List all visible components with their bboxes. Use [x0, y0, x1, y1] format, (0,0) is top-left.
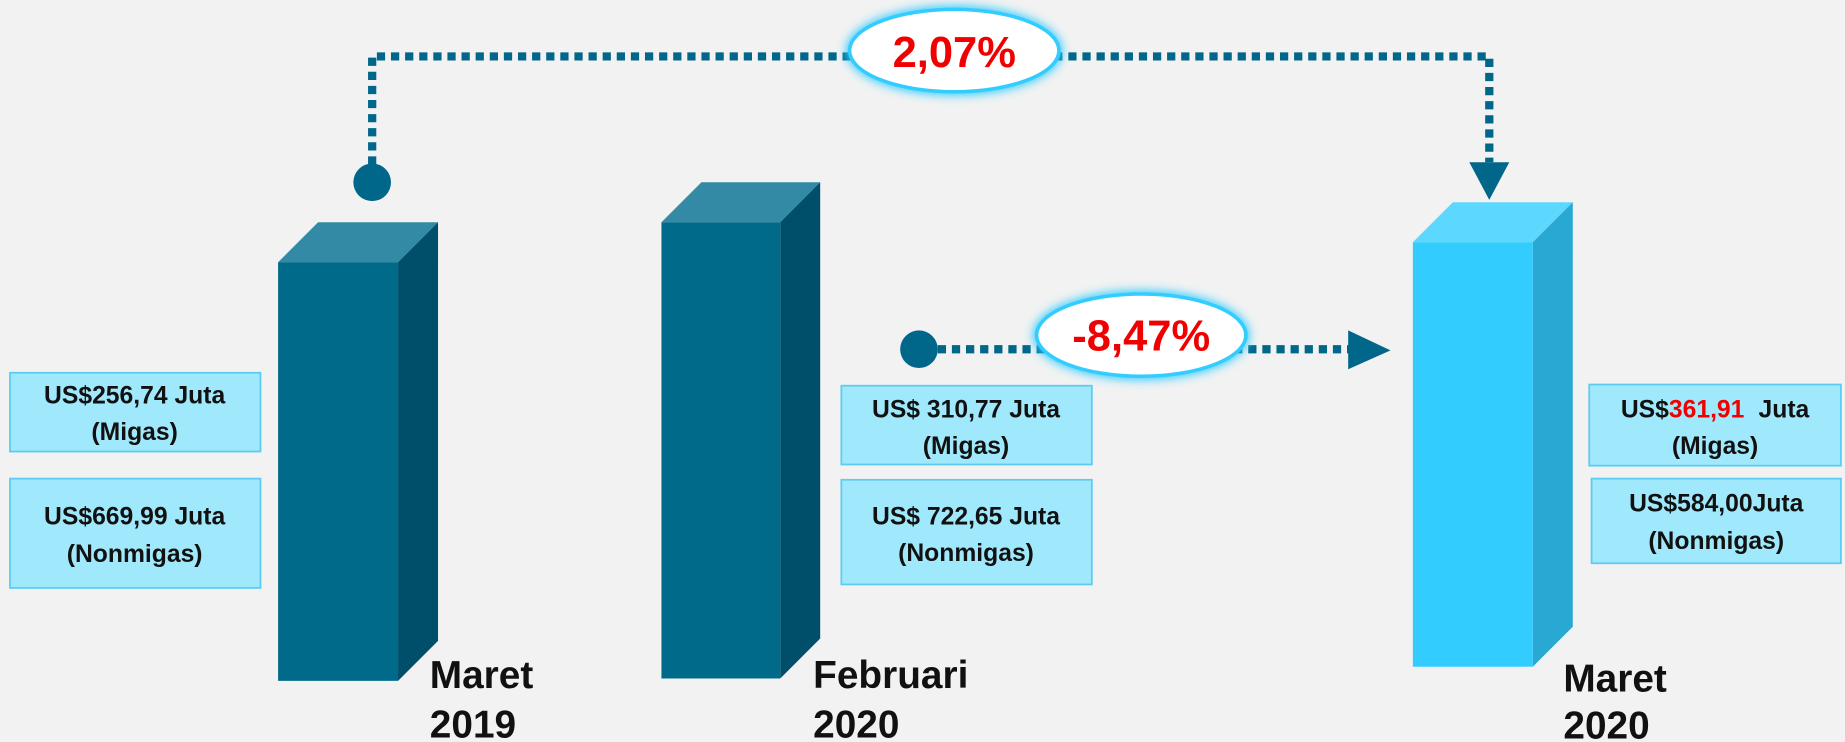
nonmigas-value: US$669,99 Juta [44, 503, 225, 530]
bar-maret-2019 [278, 222, 439, 681]
nonmigas-box [1590, 477, 1842, 565]
migas-suffix: Juta [1759, 396, 1810, 423]
nonmigas-note: (Nonmigas) [67, 541, 203, 568]
nonmigas-value: US$584,00Juta [1629, 491, 1804, 518]
bar-maret-2020 [1412, 202, 1573, 667]
nonmigas-note: (Nonmigas) [1648, 528, 1784, 555]
period-name: Maret [430, 654, 534, 697]
nonmigas-box [9, 477, 262, 589]
migas-note: (Migas) [1672, 433, 1758, 460]
change-label: 2,07% [893, 29, 1016, 77]
migas-value: US$361,91 Juta [1621, 396, 1810, 423]
nonmigas-note: (Nonmigas) [898, 540, 1034, 567]
migas-box [9, 371, 262, 453]
migas-note: (Migas) [91, 419, 177, 446]
change-label: -8,47% [1072, 312, 1210, 360]
period-name: Maret [1563, 657, 1667, 700]
migas-box [840, 384, 1093, 466]
migas-note: (Migas) [923, 433, 1009, 460]
period-year: 2019 [430, 703, 516, 742]
migas-value: US$256,74 Juta [44, 382, 225, 409]
migas-value: US$ 310,77 Juta [872, 396, 1060, 423]
period-year: 2020 [813, 703, 899, 742]
period-name: Februari [813, 654, 968, 697]
period-year: 2020 [1563, 704, 1649, 742]
bar-februari-2020 [661, 182, 821, 679]
migas-prefix: US$ [1621, 396, 1669, 423]
connector-annual: 2,07% [353, 5, 1510, 202]
nonmigas-value: US$ 722,65 Juta [872, 503, 1060, 530]
connector-monthly: -8,47% [900, 290, 1391, 380]
migas-box [1588, 383, 1842, 467]
migas-number: 361,91 [1669, 396, 1745, 423]
nonmigas-box [840, 478, 1093, 586]
